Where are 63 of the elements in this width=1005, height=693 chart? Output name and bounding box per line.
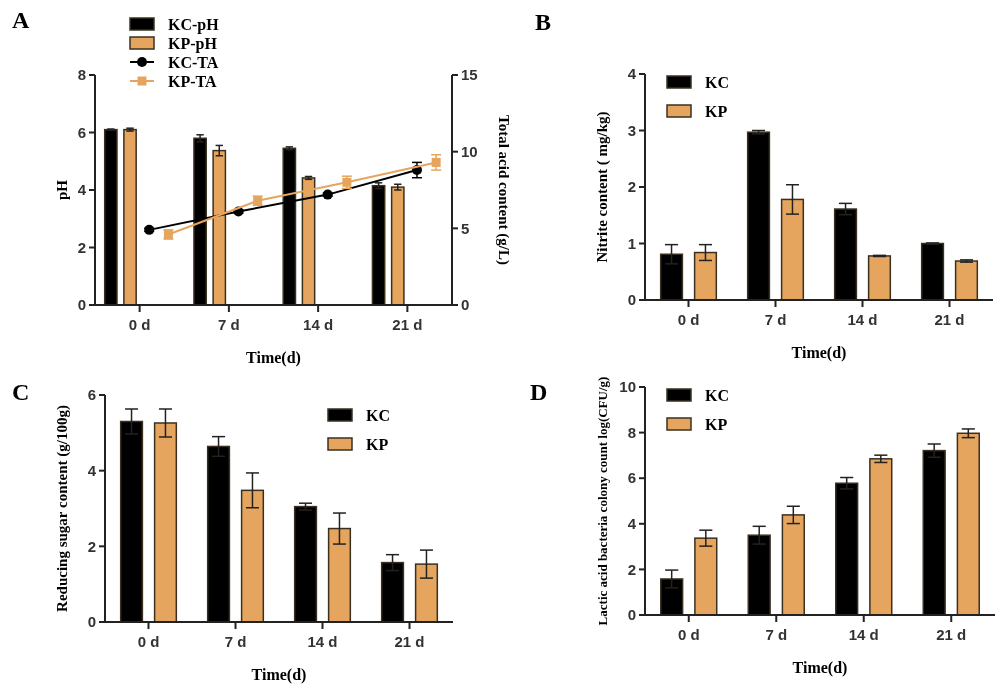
x-tick-label: 14 d (307, 633, 338, 650)
y-axis-title: pH (54, 179, 70, 201)
x-tick-label: 7 d (764, 311, 787, 328)
x-tick-label: 14 d (847, 311, 878, 328)
chart-title: D (530, 379, 548, 405)
y-tick-label: 3 (627, 121, 636, 139)
y-tick-label: 2 (627, 178, 636, 196)
y2-tick-label: 5 (461, 219, 470, 237)
x-tick-label: 0 d (128, 316, 151, 333)
x-tick-label: 0 d (677, 311, 700, 328)
y-tick-label: 8 (627, 423, 636, 441)
x-tick-label: 21 d (392, 316, 423, 333)
legend-label: KP-pH (168, 34, 218, 53)
y-tick-label: 0 (627, 291, 636, 309)
chart-title: A (12, 7, 30, 33)
legend-label: KC-pH (168, 15, 220, 34)
y-tick-label: 8 (77, 66, 86, 84)
legend-label: KC (705, 73, 729, 91)
legend-label: KC (366, 406, 390, 424)
y2-axis-title: Total acid content (g/L) (495, 115, 512, 265)
y-axis-title: Reducing sugar content (g/100g) (54, 405, 71, 612)
y2-tick-label: 15 (461, 66, 478, 84)
x-tick-label: 0 d (677, 626, 700, 643)
y-tick-label: 6 (627, 469, 636, 487)
chart-title: C (12, 379, 30, 405)
legend-label: KP (705, 102, 728, 120)
y-tick-label: 10 (619, 378, 636, 396)
y-tick-label: 2 (87, 537, 96, 555)
legend-label: KC (705, 386, 729, 404)
x-tick-label: 21 d (394, 633, 425, 650)
y-tick-label: 2 (627, 560, 636, 578)
y-tick-label: 0 (627, 606, 636, 624)
y-tick-label: 2 (77, 238, 86, 256)
y-tick-label: 6 (77, 123, 86, 141)
y2-tick-label: 10 (461, 142, 478, 160)
x-tick-label: 7 d (224, 633, 247, 650)
chart-title: B (535, 9, 552, 35)
y-tick-label: 1 (627, 234, 636, 252)
x-tick-label: 0 d (137, 633, 160, 650)
x-tick-label: 7 d (218, 316, 240, 333)
y-axis-title: Nitrite content ( mg/kg) (594, 111, 611, 263)
legend-label: KP (705, 415, 728, 433)
x-tick-label: 14 d (303, 316, 334, 333)
x-tick-label: 21 d (934, 311, 965, 328)
x-axis-title: Time(d) (792, 659, 848, 677)
x-axis-title: Time(d) (791, 344, 847, 362)
x-tick-label: 7 d (765, 626, 788, 643)
x-axis-title: Time(d) (251, 666, 307, 684)
y-tick-label: 0 (77, 296, 86, 314)
legend-label: KC-TA (168, 53, 219, 71)
y-tick-label: 6 (87, 386, 96, 404)
y2-tick-label: 0 (461, 296, 470, 314)
x-tick-label: 21 d (936, 626, 967, 643)
y-tick-label: 4 (87, 461, 97, 479)
y-tick-label: 4 (77, 181, 87, 199)
x-axis-title: Time(d) (246, 349, 301, 367)
y-tick-label: 0 (87, 613, 96, 631)
y-tick-label: 4 (627, 515, 637, 533)
y-axis-title: Lactic acid bacteria colony count log(CFU/g) (595, 376, 610, 626)
x-tick-label: 14 d (848, 626, 879, 643)
legend-label: KP (366, 435, 389, 453)
legend-label: KP-TA (168, 72, 218, 90)
y-tick-label: 4 (627, 65, 637, 83)
